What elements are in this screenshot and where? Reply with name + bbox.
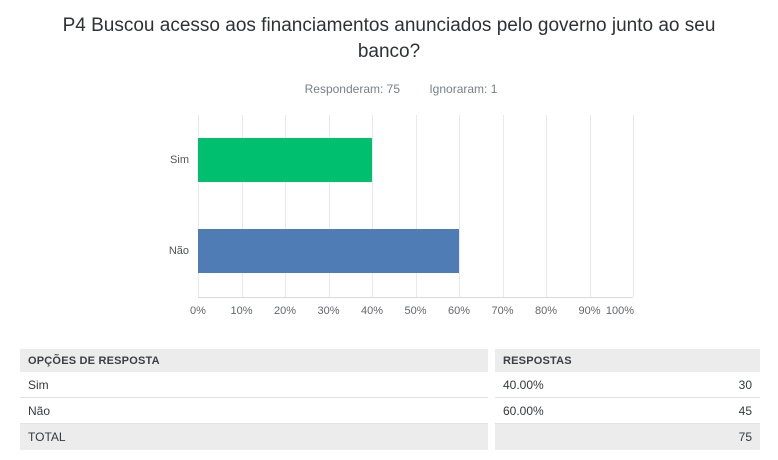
gridline [502, 115, 504, 297]
table-row-label: Não [20, 398, 488, 424]
chart-bar [198, 229, 459, 273]
gridline [415, 115, 417, 297]
gridline [459, 115, 460, 297]
gridline [198, 115, 199, 297]
x-axis-tick-label: 30% [317, 305, 340, 317]
category-label: Sim [170, 154, 189, 166]
row-percent: 60.00% [503, 403, 544, 418]
gridline [241, 115, 243, 297]
skipped-count: Ignoraram: 1 [429, 82, 498, 96]
table-row-values: 40.00% 30 [495, 372, 760, 398]
gridline [546, 115, 547, 297]
gridline [372, 115, 373, 297]
x-axis-tick-label: 70% [491, 305, 514, 317]
x-axis-tick-label: 10% [230, 305, 253, 317]
category-label: Não [168, 245, 189, 257]
chart-bar-row: Não [169, 229, 633, 273]
x-axis-tick-label: 20% [273, 305, 297, 317]
table-row-label: Sim [20, 372, 488, 398]
gridline [285, 115, 286, 297]
x-axis-tick-label: 60% [447, 305, 471, 317]
chart-bar [198, 138, 372, 182]
x-axis-tick-label: 90% [578, 305, 601, 317]
x-axis-tick-label: 80% [534, 305, 558, 317]
table-row-values: 60.00% 45 [495, 398, 760, 424]
bar-chart-plot-area: 0% 10% 20% 30% 40% 50% 60% 70% 80% 90% 100% Sim Não [169, 115, 634, 317]
response-stats: Responderam: 75 Ignoraram: 1 [12, 82, 778, 96]
row-count: 45 [738, 403, 752, 418]
column-header-options: OPÇÕES DE RESPOSTA [20, 349, 488, 372]
x-axis-tick-label: 0% [190, 305, 206, 317]
answered-count: Responderam: 75 [304, 82, 400, 96]
x-axis-tick-label: 100% [605, 305, 634, 317]
results-table: OPÇÕES DE RESPOSTA RESPOSTAS Sim 40.00% … [20, 349, 760, 450]
column-header-responses: RESPOSTAS [495, 349, 760, 372]
row-count: 30 [738, 377, 752, 392]
question-title: P4 Buscou acesso aos financiamentos anun… [62, 15, 716, 62]
x-axis-tick-label: 40% [360, 305, 384, 317]
gridline [633, 115, 634, 297]
gridline [328, 115, 330, 297]
x-axis-tick-label: 50% [404, 305, 427, 317]
gridline [589, 115, 591, 297]
table-total-label: TOTAL [20, 424, 488, 450]
row-percent: 40.00% [503, 377, 544, 392]
chart-bar-row: Sim [170, 138, 633, 182]
table-total-count: 75 [495, 424, 760, 450]
